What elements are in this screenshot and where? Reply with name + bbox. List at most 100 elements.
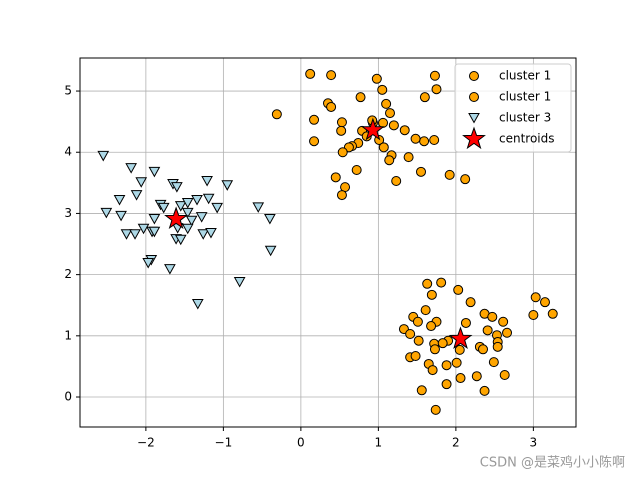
point [384, 155, 395, 166]
point [460, 174, 471, 185]
point [336, 117, 347, 128]
point [264, 245, 277, 257]
point [426, 289, 437, 300]
point [201, 176, 213, 187]
point [429, 344, 440, 355]
point [448, 326, 473, 350]
point [419, 92, 430, 103]
point [391, 176, 402, 186]
point [420, 305, 431, 316]
point [355, 92, 366, 103]
point [271, 109, 282, 120]
point [137, 223, 150, 235]
point [221, 180, 234, 191]
point [148, 166, 161, 178]
point [388, 120, 399, 131]
x-tick-label: 3 [530, 436, 538, 450]
point [97, 150, 110, 162]
point [431, 84, 442, 95]
point [454, 344, 465, 355]
point [135, 177, 148, 188]
point [326, 70, 337, 81]
point [264, 213, 276, 225]
point [413, 335, 424, 346]
point [482, 325, 493, 336]
legend-label: cluster 3 [499, 111, 551, 125]
point [419, 136, 430, 147]
legend: cluster 1 cluster 1 cluster 3 centroids [454, 63, 572, 153]
point [405, 328, 416, 339]
plot-frame [79, 57, 577, 428]
legend-marker [469, 71, 479, 81]
point [455, 373, 466, 384]
point [441, 379, 452, 390]
point [426, 321, 437, 332]
legend-marker [469, 92, 479, 102]
point [326, 101, 337, 112]
point [498, 316, 509, 327]
legend-box [454, 63, 572, 153]
point [129, 229, 141, 240]
x-tick-label: −1 [215, 436, 233, 450]
point [174, 201, 187, 212]
x-tick-label: 1 [375, 436, 383, 450]
point [202, 193, 215, 205]
y-tick-label: 4 [64, 145, 72, 159]
point [479, 385, 490, 396]
point [336, 190, 347, 201]
point [148, 213, 161, 225]
point [378, 117, 389, 128]
point [487, 311, 498, 322]
point [399, 125, 410, 136]
x-tick-label: −2 [137, 436, 155, 450]
y-tick-label: 5 [64, 84, 72, 98]
point [492, 341, 503, 352]
point [465, 297, 476, 308]
point [233, 276, 246, 288]
point [429, 70, 440, 81]
point [530, 292, 541, 303]
point [437, 338, 448, 349]
point [547, 308, 558, 319]
point [499, 369, 510, 380]
y-tick-label: 0 [64, 390, 72, 404]
point [502, 327, 513, 338]
point [453, 284, 464, 295]
point [410, 351, 421, 362]
point [416, 166, 426, 177]
point [164, 206, 189, 230]
point [185, 215, 198, 227]
point [427, 365, 438, 376]
point [181, 207, 194, 219]
point [115, 210, 127, 222]
point [488, 357, 499, 368]
point [337, 147, 348, 158]
point [171, 182, 183, 193]
legend-marker [468, 113, 480, 124]
point [351, 164, 362, 175]
x-tick-label: 2 [452, 436, 460, 450]
point [195, 212, 208, 223]
point [429, 135, 440, 145]
point [381, 98, 392, 109]
point [120, 229, 133, 240]
point [181, 223, 194, 235]
watermark: CSDN @是菜鸡小小陈啊 [480, 455, 625, 471]
point [403, 152, 414, 163]
point [385, 108, 395, 119]
point [540, 297, 550, 308]
point [436, 277, 447, 288]
legend-label: cluster 1 [499, 69, 551, 83]
point [211, 202, 224, 214]
point [336, 125, 347, 136]
point [309, 114, 320, 125]
point [478, 344, 488, 355]
y-tick-label: 1 [64, 328, 72, 342]
point [205, 228, 217, 239]
point [416, 385, 427, 396]
point [528, 310, 539, 321]
point [371, 73, 382, 84]
point [191, 299, 204, 310]
point [142, 258, 155, 269]
